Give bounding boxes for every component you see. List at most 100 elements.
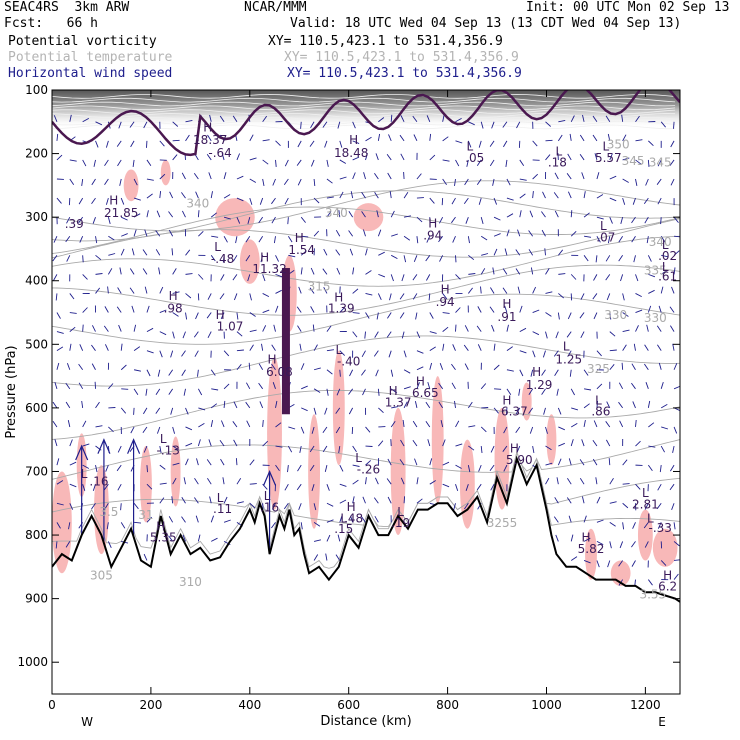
wind-vector [65,235,71,243]
wind-vector [335,426,341,434]
wind-vector [133,388,139,395]
wind-vector [117,159,122,167]
wind-vector [541,388,546,395]
wind-vector [606,401,611,409]
wind-vector [288,426,296,430]
wind-vector [107,541,112,548]
wind-vector [365,270,372,275]
wind-vector [95,465,98,473]
wind-vector [414,401,418,408]
field-xy-theta: XY= 110.5,423.1 to 531.4,356.9 [284,50,519,65]
wind-vector [416,216,423,223]
wind-vector [503,464,508,472]
wind-vector [467,401,473,409]
wind-vector [223,194,231,199]
wind-vector [374,477,379,485]
strat-streak [52,105,676,111]
wind-vector [480,121,484,129]
wind-vector [249,197,253,205]
wind-vector [468,445,475,451]
wind-vector [478,197,482,205]
wind-vector [172,312,179,317]
wind-vector [493,233,501,237]
pv-extremum-marker: H [169,289,178,303]
wind-vector [387,172,392,180]
wind-vector [542,191,546,199]
wind-vector [646,324,649,332]
wind-vector [619,541,624,549]
y-tick-label: 200 [25,147,48,161]
wind-vector [245,235,251,243]
wind-vector [399,293,405,300]
wind-vector [451,382,456,390]
east-endpoint-label: E [658,715,666,729]
wind-vector [622,157,630,161]
wind-vector [91,363,96,370]
wind-vector [65,382,71,390]
strat-streak [52,109,676,114]
wind-vector [300,363,305,370]
wind-vector [95,121,103,126]
pv-extremum-marker: L [214,240,221,254]
wind-vector [618,235,624,243]
theta-label: 330 [644,311,667,325]
wind-vector [429,197,435,204]
wind-vector [416,236,419,244]
wind-vector [673,573,679,580]
pv-shading-region [521,382,532,421]
wind-vector [660,235,666,243]
wind-vector [210,369,216,376]
wind-vector [185,273,193,275]
wind-vector [336,388,341,396]
wind-vector [69,503,74,510]
wind-vector [284,483,289,491]
pv-value-label: 1.37 [385,396,412,410]
wind-vector [644,363,649,371]
wind-vector [390,114,393,122]
pv-extremum-marker: H [663,569,672,583]
wind-vector [56,362,60,370]
wind-vector [632,522,636,529]
wind-vector [169,191,174,199]
pv-extremum-marker: H [156,520,165,534]
plot-frame [51,89,681,695]
wind-vector [545,154,551,161]
wind-vector [658,362,662,370]
wind-vector [491,121,495,129]
wind-vector [142,249,148,256]
strat-streak [52,116,676,122]
wind-vector [390,369,394,377]
wind-vector [117,445,122,453]
wind-vector [440,420,444,428]
wind-vector [146,305,150,313]
pv-tower [281,268,290,415]
wind-vector [412,440,418,447]
wind-vector [53,274,58,281]
theta-label: 330 [604,308,627,322]
wind-vector [210,191,213,199]
pv-shading-region [459,439,475,529]
wind-vector [467,236,470,244]
wind-vector [312,324,315,332]
pv-value-label: .86 [591,405,610,419]
wind-vector [528,230,534,237]
wind-vector [69,293,75,300]
wind-vector [399,134,405,142]
wind-vector [657,197,662,205]
wind-vector [300,250,307,256]
wind-vector [439,255,444,262]
wind-vector [119,178,122,186]
wind-vector [532,331,540,336]
wind-vector [193,331,199,338]
wind-vector [558,442,565,447]
wind-vector [272,382,276,389]
wind-vector [55,293,58,301]
wind-vector [181,516,186,523]
wind-vector [210,403,218,409]
wind-vector [506,324,509,332]
wind-vector [78,216,84,224]
wind-vector [389,191,392,199]
wind-vector [108,253,116,256]
theta-contour [52,235,680,287]
wind-vector [350,191,354,199]
